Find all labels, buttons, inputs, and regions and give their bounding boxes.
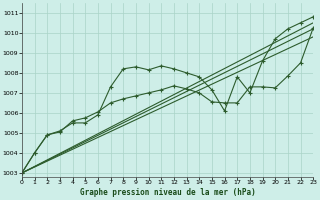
X-axis label: Graphe pression niveau de la mer (hPa): Graphe pression niveau de la mer (hPa) (80, 188, 255, 197)
